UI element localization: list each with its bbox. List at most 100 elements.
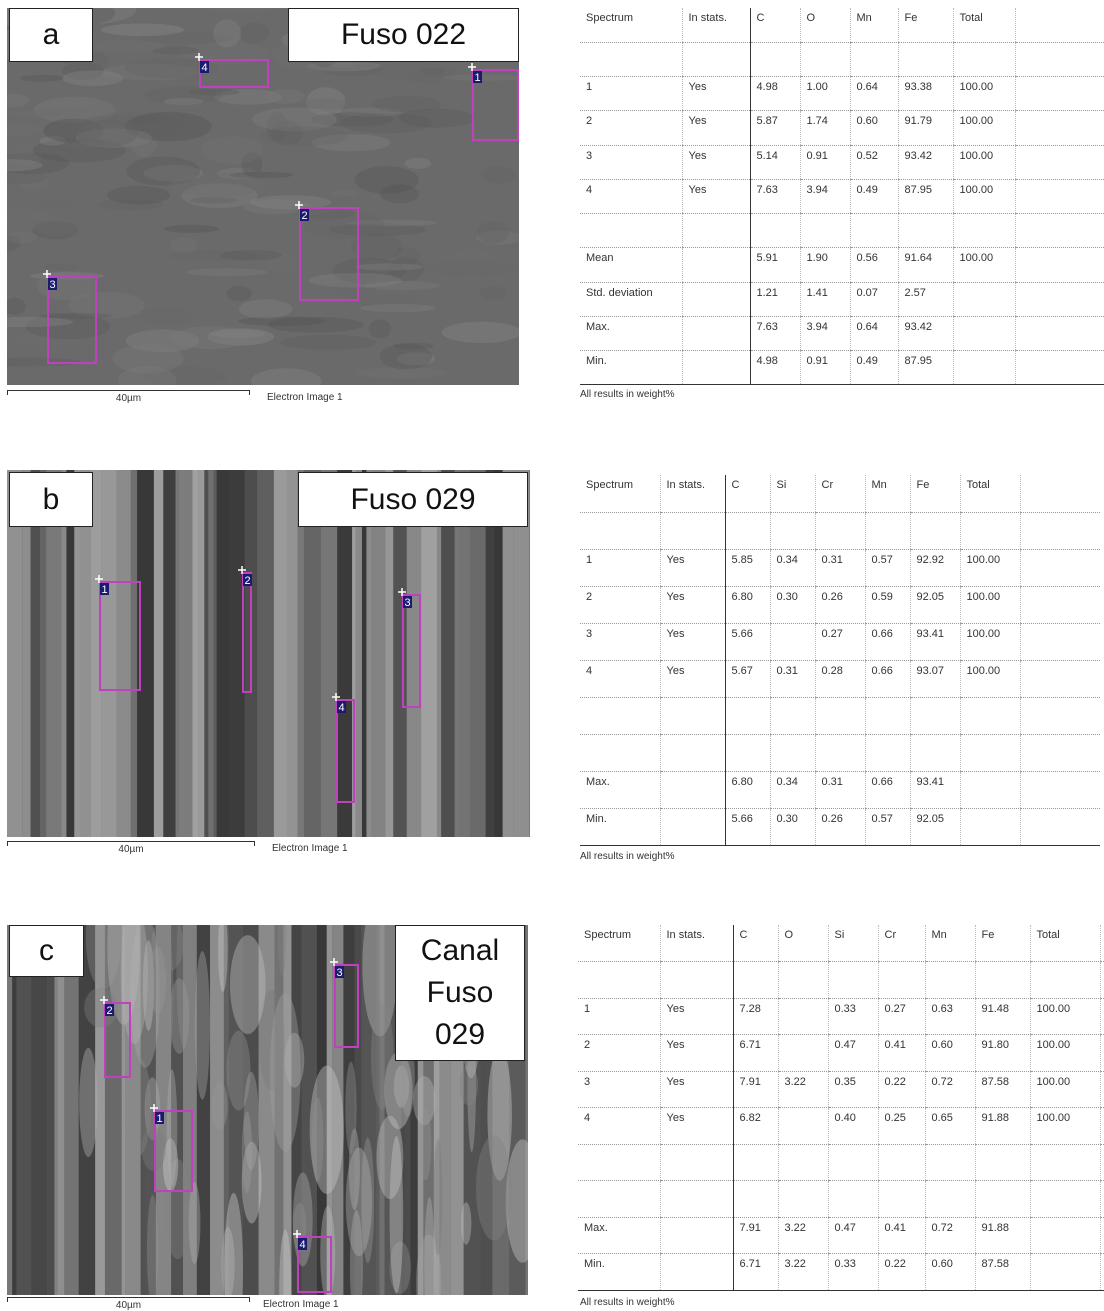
table-cell (815, 697, 865, 734)
texture (308, 273, 401, 287)
texture (30, 218, 101, 234)
table-cell: 5.85 (725, 549, 770, 586)
table-cell (660, 1254, 733, 1291)
texture (226, 286, 251, 302)
table-row: 2Yes6.800.300.260.5992.05100.00 (580, 586, 1100, 623)
table-cell (850, 214, 898, 248)
texture (149, 947, 166, 1014)
table-cell (865, 734, 910, 771)
texture (380, 184, 419, 203)
texture (274, 470, 287, 837)
table-cell: 92.92 (910, 549, 960, 586)
table-cell: 100.00 (960, 586, 1020, 623)
table-cell: 100.00 (1030, 1035, 1100, 1072)
table-cell (580, 734, 660, 771)
table-cell (953, 282, 1015, 316)
table-cell: 6.80 (725, 771, 770, 808)
texture (265, 89, 305, 104)
table-cell (925, 1144, 975, 1181)
table-cell (660, 808, 725, 845)
table-cell: 4 (580, 179, 682, 213)
table-cell: 7.91 (733, 1217, 778, 1254)
texture (390, 1136, 404, 1293)
data-table: SpectrumIn stats.COMnFeTotal1Yes4.981.00… (580, 8, 1104, 385)
table-cell: 100.00 (953, 248, 1015, 282)
table-cell (850, 42, 898, 76)
table-row: 4Yes5.670.310.280.6693.07100.00 (580, 660, 1100, 697)
table-cell (1100, 925, 1104, 962)
table-cell (815, 512, 865, 549)
sem-image: 1234 (7, 8, 519, 385)
table-cell: 5.91 (750, 248, 800, 282)
table-cell (750, 214, 800, 248)
marker-label: 3 (404, 597, 410, 609)
table-cell: Yes (660, 586, 725, 623)
table-cell: 0.72 (925, 1071, 975, 1108)
texture (217, 470, 230, 837)
table-cell: 5.67 (725, 660, 770, 697)
table-cell (865, 697, 910, 734)
table-cell (1020, 771, 1100, 808)
table-cell (800, 42, 850, 76)
table-cell (953, 214, 1015, 248)
texture (257, 470, 274, 837)
table-cell: Max. (580, 316, 682, 350)
table-cell (1030, 1254, 1100, 1291)
table-cell: 0.33 (828, 998, 878, 1035)
texture (293, 1172, 313, 1266)
texture (186, 268, 267, 276)
table-cell: 4.98 (750, 77, 800, 111)
table-row: Max.7.633.940.6493.42 (580, 316, 1104, 350)
scale-bar-label: 40µm (7, 844, 255, 855)
texture (312, 1097, 324, 1182)
table-cell (1015, 282, 1104, 316)
table-cell: 100.00 (953, 77, 1015, 111)
table-cell: 91.64 (898, 248, 953, 282)
table-cell: Yes (682, 77, 750, 111)
table-cell: 0.22 (878, 1254, 925, 1291)
table-cell: Si (828, 925, 878, 962)
table-cell: Fe (910, 475, 960, 512)
marker-label: 4 (201, 62, 207, 74)
table-cell: 1 (578, 998, 660, 1035)
table-cell: Mn (865, 475, 910, 512)
table-cell (1015, 214, 1104, 248)
texture (212, 1082, 228, 1130)
table-cell: Spectrum (580, 475, 660, 512)
table-row: Std. deviation1.211.410.072.57 (580, 282, 1104, 316)
marker-label: 4 (338, 702, 344, 714)
table-cell: Yes (660, 1035, 733, 1072)
table-cell: 1 (580, 549, 660, 586)
table-cell: 0.59 (865, 586, 910, 623)
texture (399, 109, 475, 128)
marker-label: 2 (244, 575, 250, 587)
table-cell: 1.21 (750, 282, 800, 316)
table-cell: 92.05 (910, 808, 960, 845)
table-row (580, 512, 1100, 549)
image-caption: Electron Image 1 (272, 843, 348, 854)
table-cell: 6.80 (725, 586, 770, 623)
table-cell: 87.95 (898, 179, 953, 213)
table-cell: 0.41 (878, 1035, 925, 1072)
texture (192, 470, 198, 837)
texture (369, 319, 391, 338)
table-cell (1030, 1217, 1100, 1254)
table-cell (778, 1181, 828, 1218)
table-cell (1020, 697, 1100, 734)
texture (77, 119, 138, 147)
texture (298, 99, 354, 109)
table-cell: 0.60 (925, 1035, 975, 1072)
texture (239, 22, 269, 43)
texture (404, 158, 431, 169)
table-cell (1020, 475, 1100, 512)
table-cell (1100, 1181, 1104, 1218)
table-cell (578, 1181, 660, 1218)
texture (12, 925, 16, 1295)
table-cell (960, 771, 1020, 808)
texture (476, 1135, 512, 1240)
table-cell (578, 962, 660, 999)
texture (179, 470, 193, 837)
table-cell: 3.22 (778, 1071, 828, 1108)
